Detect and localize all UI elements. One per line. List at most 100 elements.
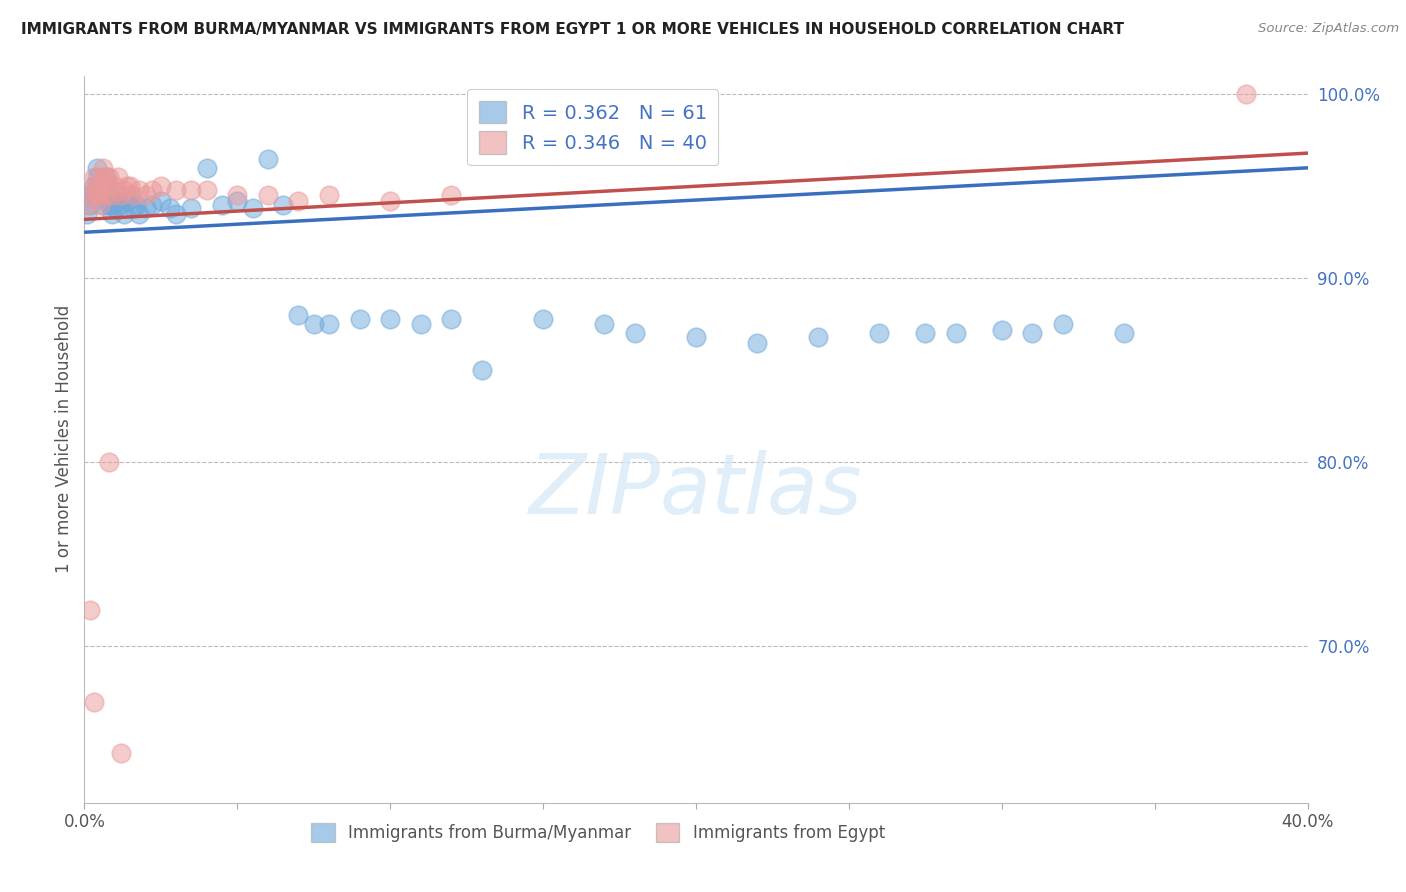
Point — [122, 188, 145, 202]
Point — [91, 161, 114, 175]
Point — [226, 194, 249, 208]
Point — [149, 194, 172, 208]
Point — [115, 194, 138, 208]
Point — [141, 197, 163, 211]
Point — [104, 179, 127, 194]
Point — [287, 194, 309, 208]
Point — [89, 188, 111, 202]
Point — [440, 311, 463, 326]
Point — [1052, 318, 1074, 332]
Point — [531, 311, 554, 326]
Point — [83, 179, 105, 194]
Point — [89, 188, 111, 202]
Y-axis label: 1 or more Vehicles in Household: 1 or more Vehicles in Household — [55, 305, 73, 574]
Point — [94, 179, 117, 194]
Point — [807, 330, 830, 344]
Point — [869, 326, 891, 341]
Point — [165, 183, 187, 197]
Point — [86, 179, 108, 194]
Point — [76, 197, 98, 211]
Point — [180, 183, 202, 197]
Point — [86, 169, 108, 184]
Point — [349, 311, 371, 326]
Point — [122, 202, 145, 216]
Text: Source: ZipAtlas.com: Source: ZipAtlas.com — [1258, 22, 1399, 36]
Point — [195, 183, 218, 197]
Point — [318, 188, 340, 202]
Point — [86, 161, 108, 175]
Point — [914, 326, 936, 341]
Point — [91, 197, 114, 211]
Point — [440, 188, 463, 202]
Point — [318, 318, 340, 332]
Point — [79, 188, 101, 202]
Point — [89, 179, 111, 194]
Point — [76, 207, 98, 221]
Point — [1236, 87, 1258, 102]
Point — [107, 194, 129, 208]
Point — [135, 202, 157, 216]
Point — [747, 335, 769, 350]
Point — [685, 330, 707, 344]
Point — [101, 197, 124, 211]
Point — [115, 179, 138, 194]
Point — [94, 169, 117, 184]
Point — [107, 169, 129, 184]
Point — [211, 197, 233, 211]
Point — [83, 169, 105, 184]
Point — [79, 602, 101, 616]
Point — [991, 323, 1014, 337]
Point — [141, 183, 163, 197]
Point — [91, 169, 114, 184]
Point — [104, 202, 127, 216]
Point — [104, 188, 127, 202]
Point — [128, 207, 150, 221]
Point — [107, 188, 129, 202]
Point — [120, 179, 142, 194]
Point — [110, 746, 132, 760]
Point — [110, 188, 132, 202]
Point — [159, 202, 181, 216]
Point — [287, 308, 309, 322]
Point — [593, 318, 616, 332]
Point — [83, 188, 105, 202]
Point — [302, 318, 325, 332]
Point — [409, 318, 432, 332]
Point — [79, 197, 101, 211]
Point — [120, 188, 142, 202]
Point — [112, 207, 135, 221]
Point — [101, 188, 124, 202]
Point — [380, 311, 402, 326]
Point — [97, 188, 120, 202]
Point — [165, 207, 187, 221]
Point — [79, 188, 101, 202]
Point — [128, 183, 150, 197]
Point — [226, 188, 249, 202]
Point — [89, 197, 111, 211]
Point — [1021, 326, 1043, 341]
Text: ZIPatlas: ZIPatlas — [529, 450, 863, 531]
Legend: Immigrants from Burma/Myanmar, Immigrants from Egypt: Immigrants from Burma/Myanmar, Immigrant… — [305, 816, 891, 849]
Point — [1114, 326, 1136, 341]
Point — [242, 202, 264, 216]
Point — [94, 188, 117, 202]
Point — [945, 326, 967, 341]
Point — [257, 152, 280, 166]
Point — [101, 207, 124, 221]
Point — [380, 194, 402, 208]
Point — [97, 455, 120, 469]
Point — [135, 188, 157, 202]
Point — [471, 363, 494, 377]
Point — [125, 197, 148, 211]
Point — [110, 197, 132, 211]
Point — [83, 695, 105, 709]
Point — [257, 188, 280, 202]
Point — [112, 183, 135, 197]
Point — [86, 188, 108, 202]
Text: IMMIGRANTS FROM BURMA/MYANMAR VS IMMIGRANTS FROM EGYPT 1 OR MORE VEHICLES IN HOU: IMMIGRANTS FROM BURMA/MYANMAR VS IMMIGRA… — [21, 22, 1123, 37]
Point — [94, 169, 117, 184]
Point — [91, 188, 114, 202]
Point — [271, 197, 294, 211]
Point — [195, 161, 218, 175]
Point — [149, 179, 172, 194]
